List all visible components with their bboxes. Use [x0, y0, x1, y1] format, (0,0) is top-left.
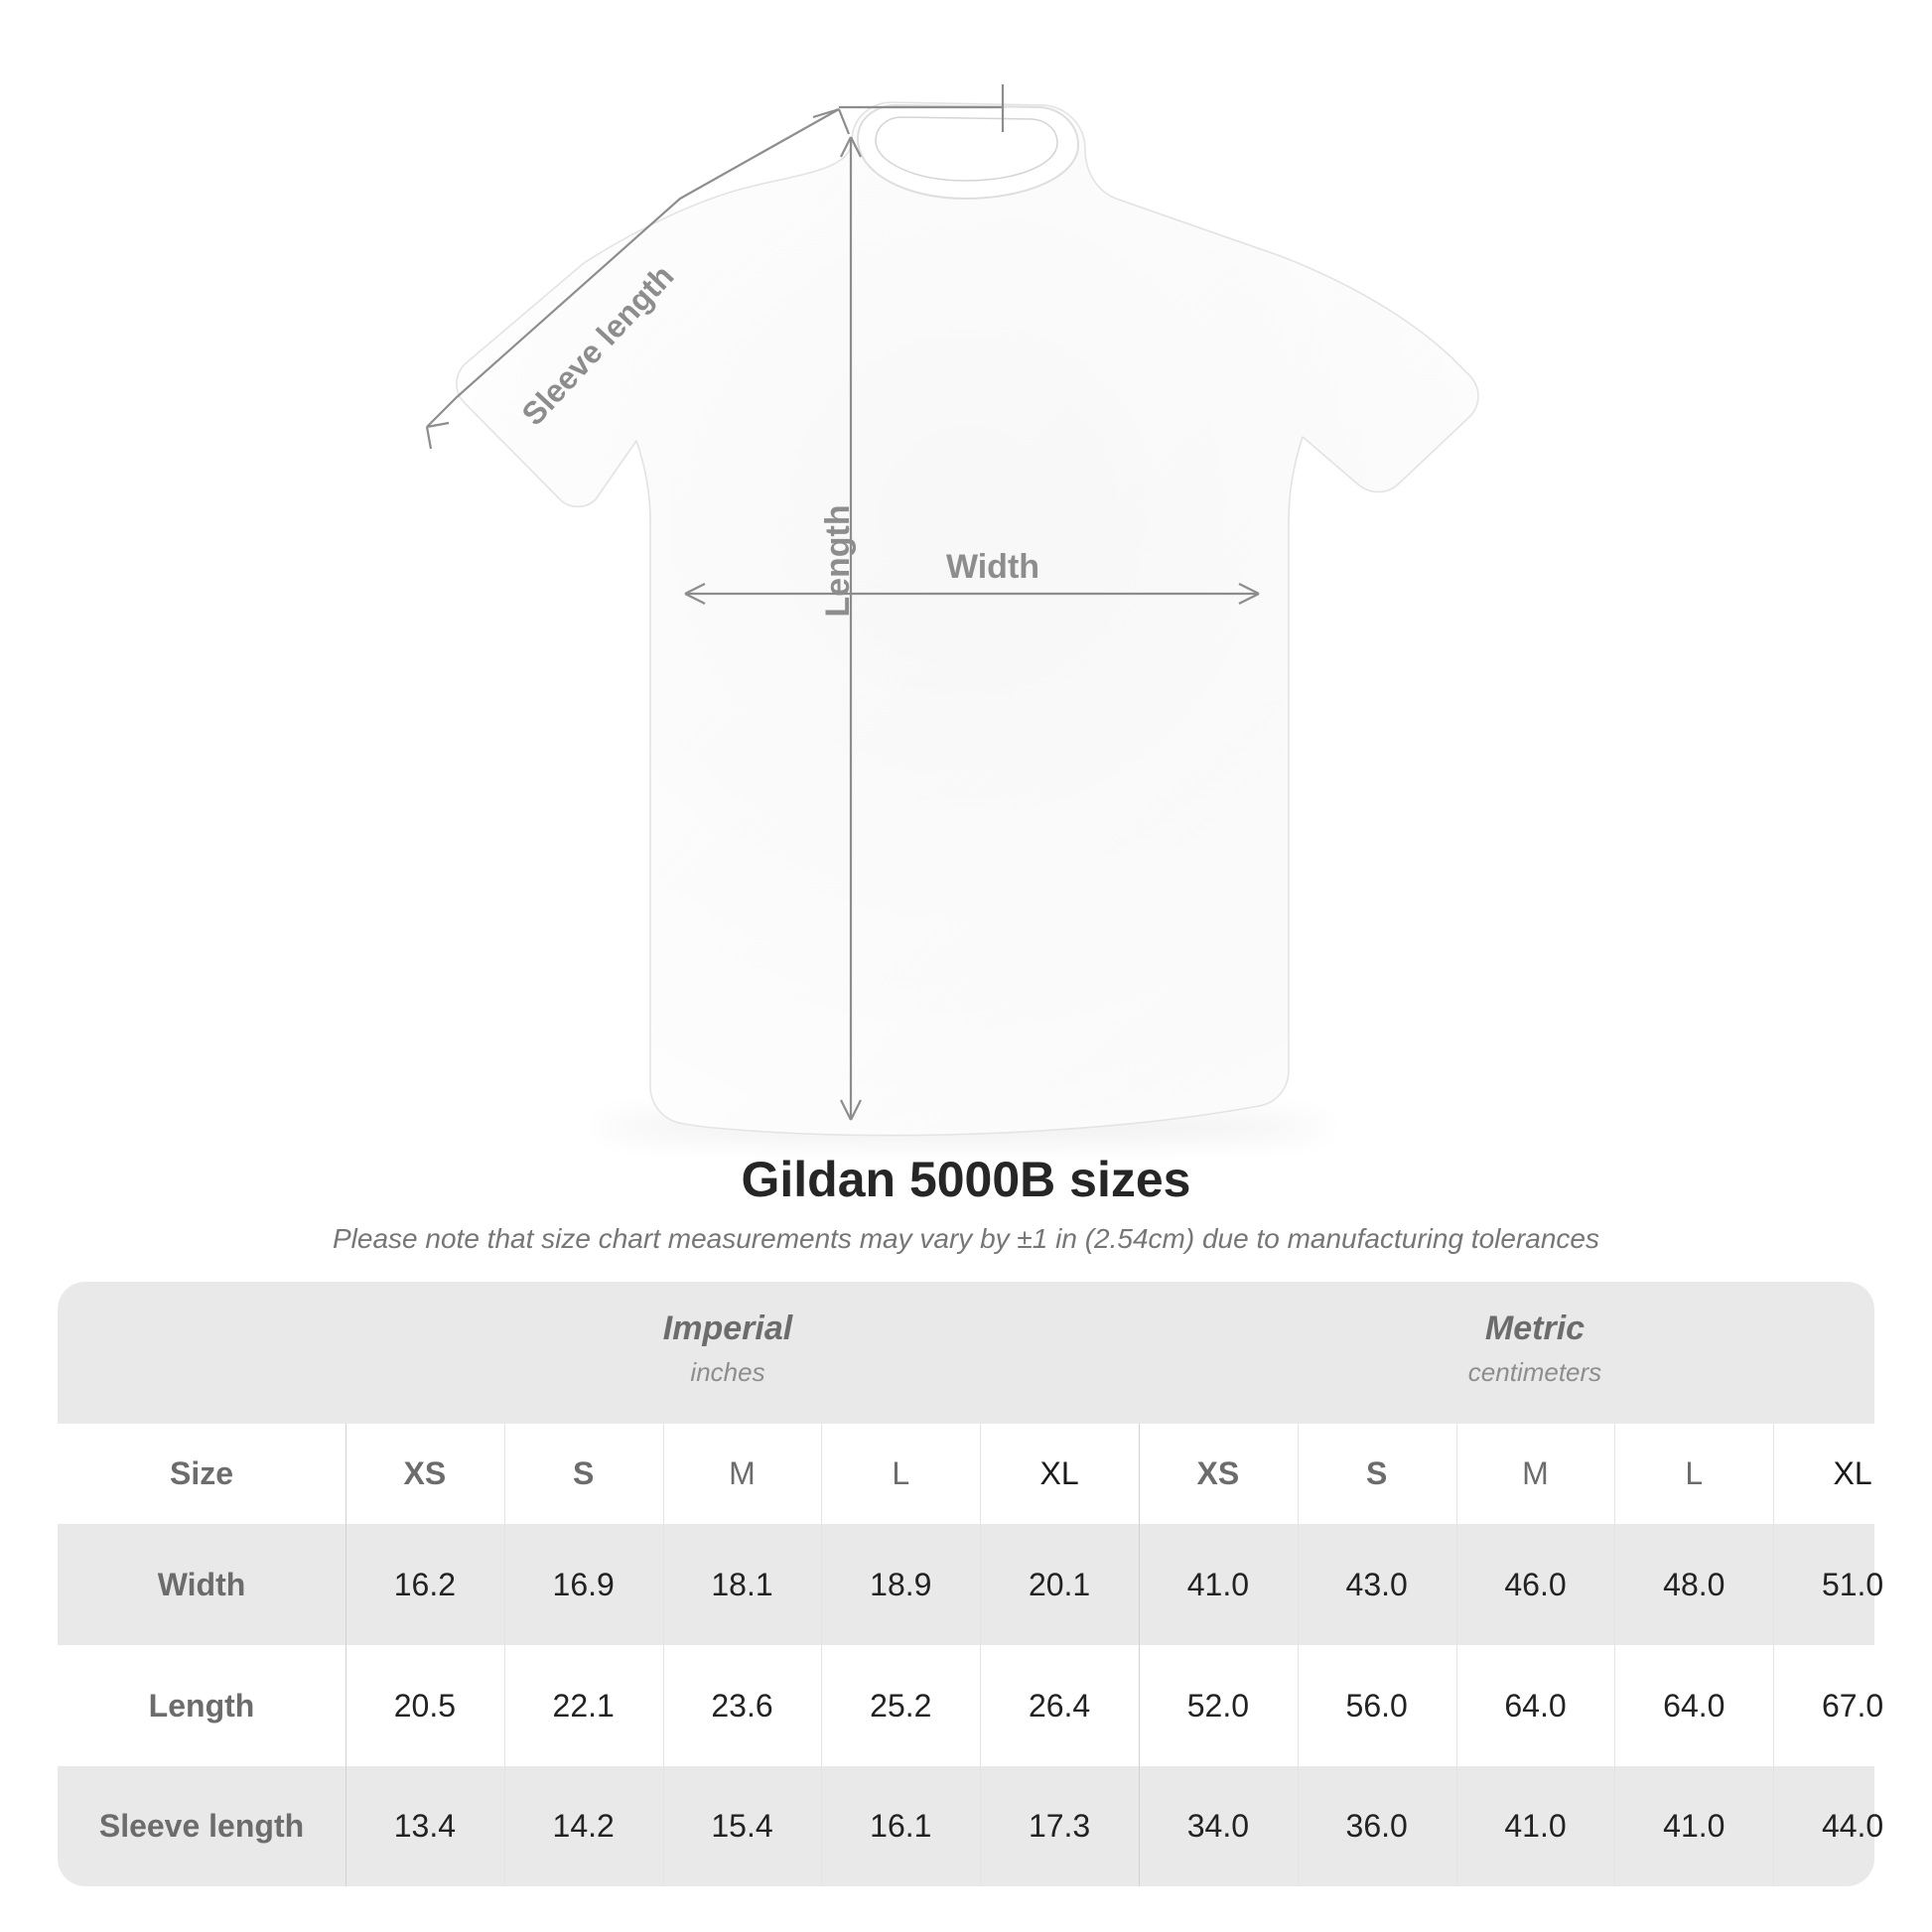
svg-text:Width: Width	[946, 548, 1039, 586]
svg-text:Length: Length	[819, 504, 857, 617]
